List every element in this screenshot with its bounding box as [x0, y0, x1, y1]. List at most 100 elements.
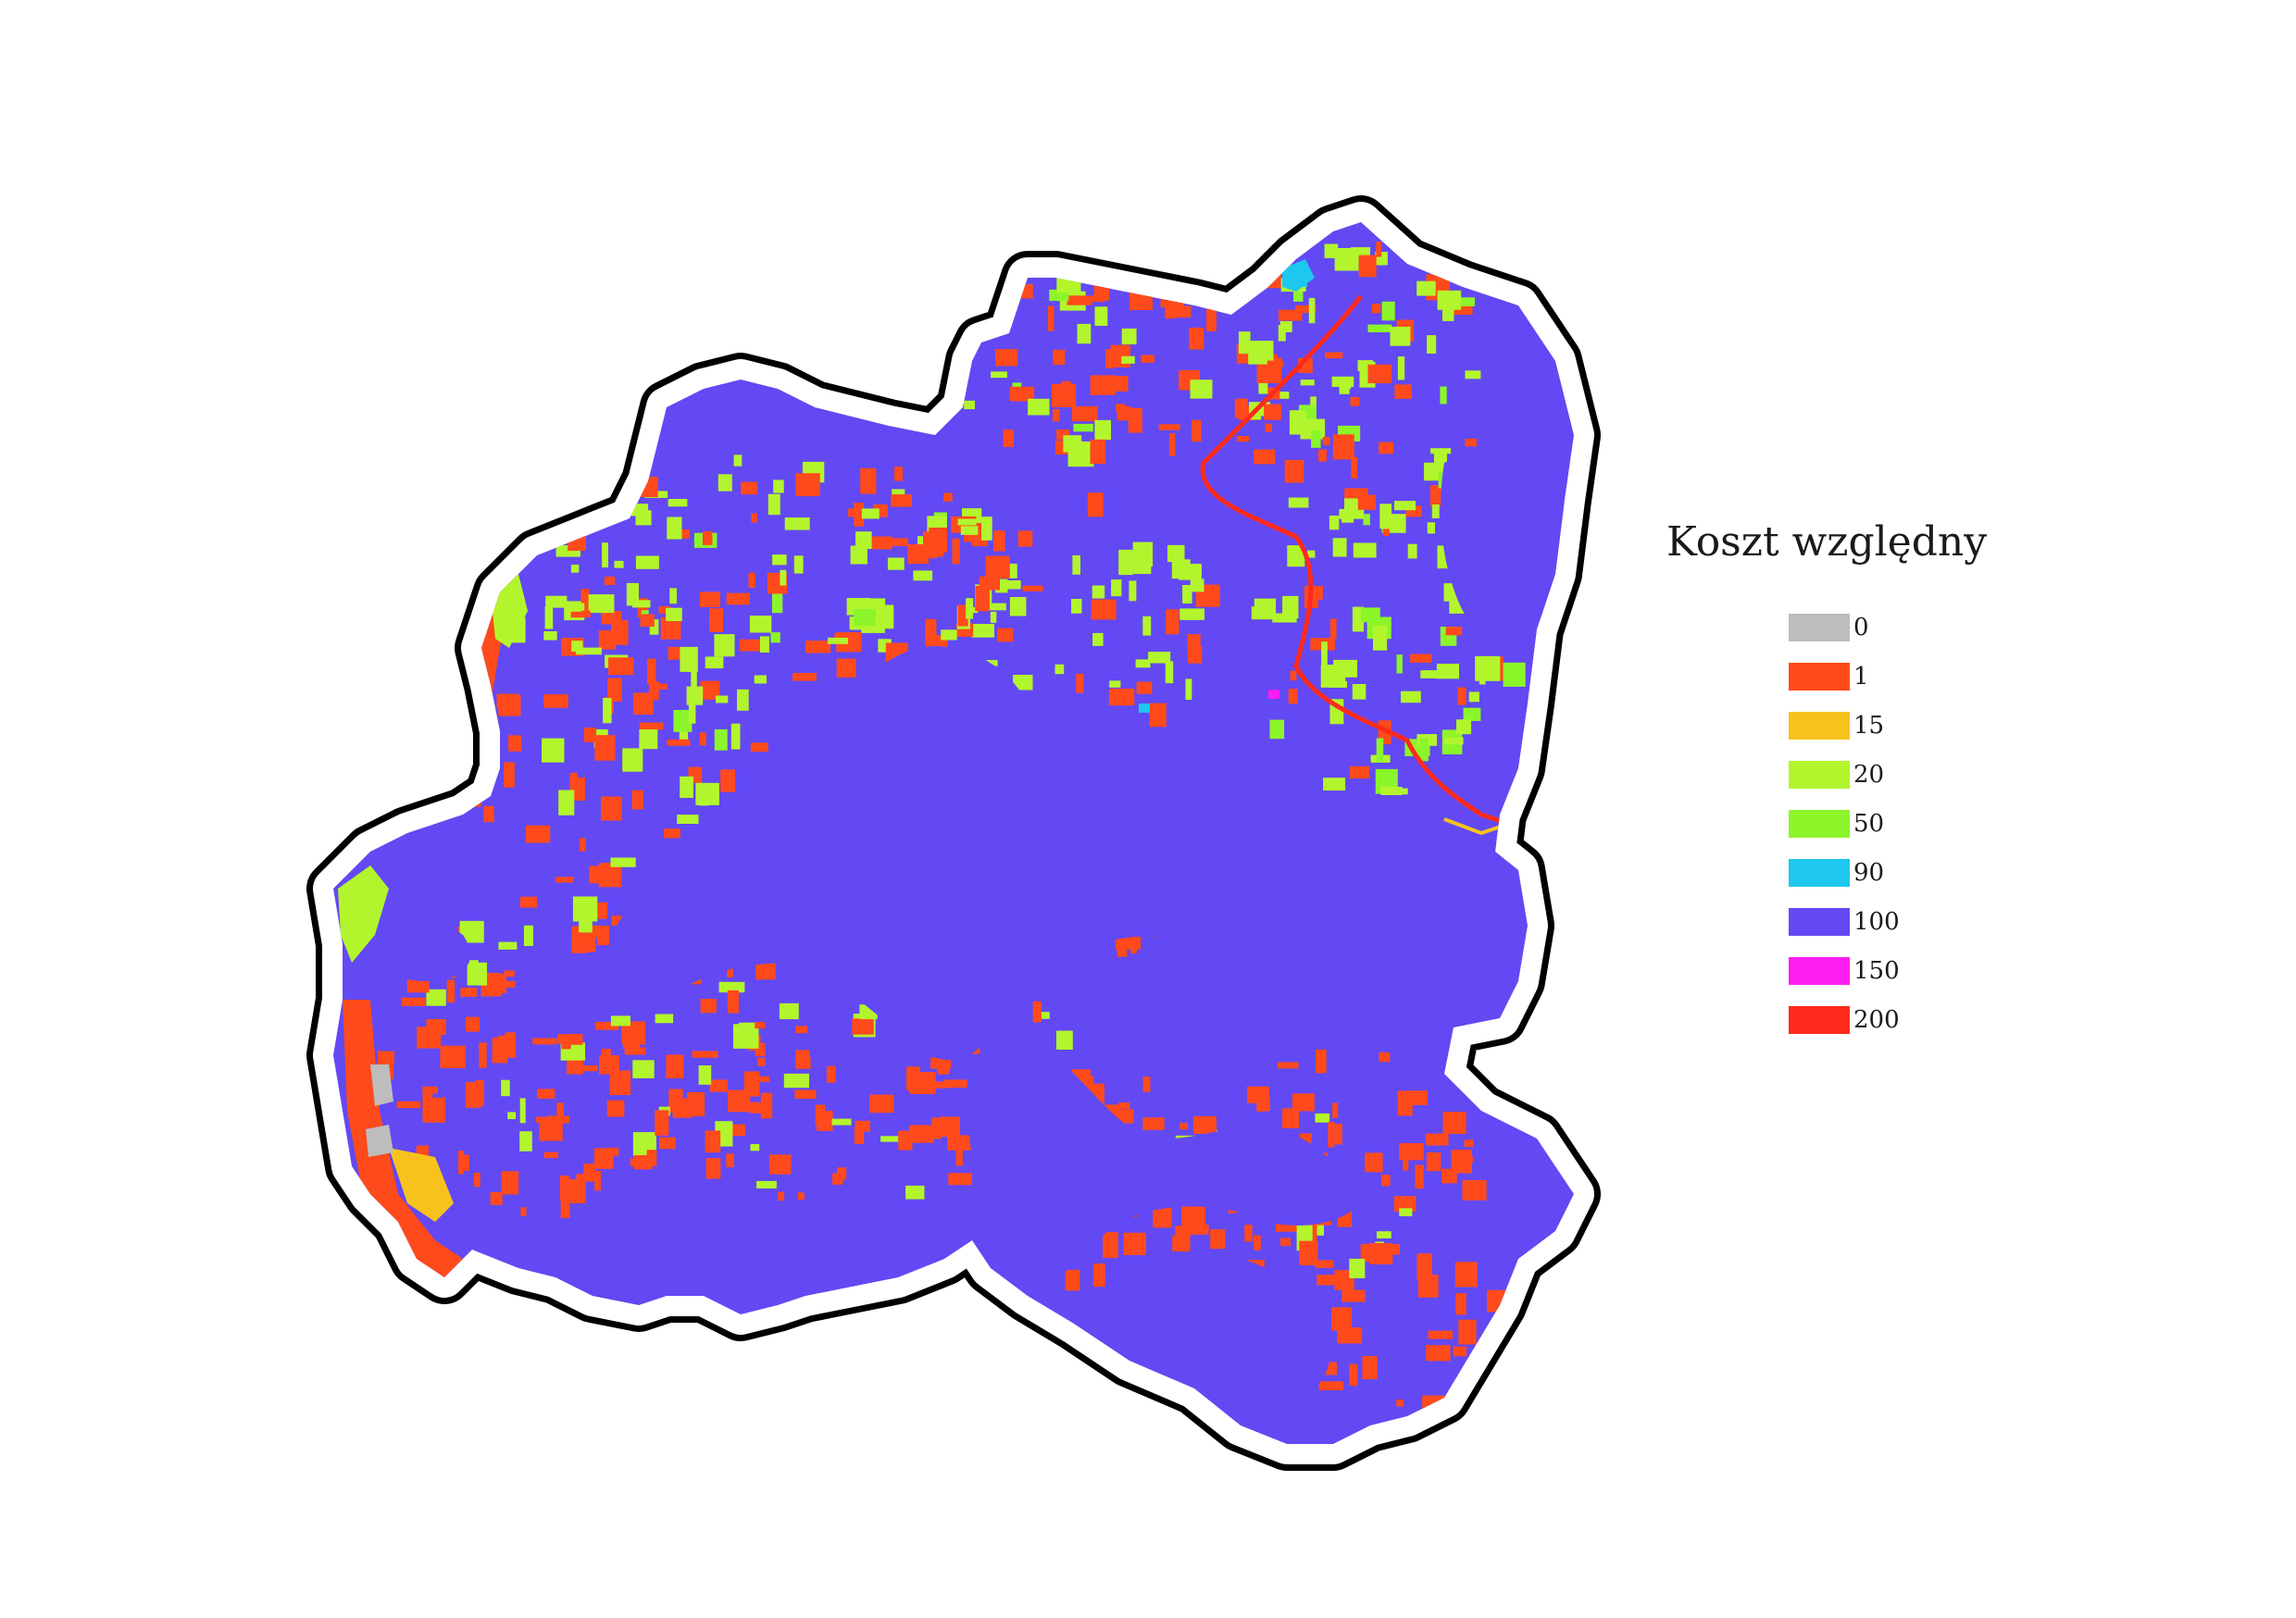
raster-patch-class-20 [1063, 435, 1082, 453]
raster-patch-class-20 [705, 656, 724, 669]
raster-patch-class-20 [679, 723, 689, 743]
raster-patch-class-50 [1463, 707, 1481, 721]
raster-patch-class-20 [1373, 625, 1388, 651]
legend-item: 1 [1789, 652, 2000, 701]
raster-patch-class-1 [860, 467, 877, 494]
raster-patch-class-1 [1254, 449, 1276, 465]
raster-patch-class-1 [1455, 1293, 1466, 1315]
raster-patch-class-1 [1032, 1001, 1042, 1023]
raster-patch-class-1 [1076, 673, 1084, 693]
raster-patch-class-1 [1288, 689, 1298, 704]
raster-patch-class-20 [730, 723, 741, 750]
raster-patch-class-1 [1280, 1238, 1291, 1247]
raster-patch-class-1 [751, 513, 757, 523]
fringe-gray-west-2 [366, 1125, 393, 1157]
raster-patch-class-20 [718, 981, 745, 993]
raster-patch-class-1 [1117, 940, 1128, 957]
raster-patch-class-20 [1323, 778, 1346, 790]
raster-patch-class-20 [960, 526, 979, 535]
raster-patch-class-1 [1276, 1221, 1295, 1231]
raster-patch-class-1 [1371, 304, 1381, 314]
raster-patch-class-20 [917, 536, 924, 552]
raster-patch-class-20 [987, 603, 1006, 611]
raster-patch-class-20 [1349, 1258, 1366, 1278]
raster-patch-class-1 [1318, 449, 1327, 462]
raster-patch-class-1 [947, 1135, 972, 1151]
raster-patch-class-20 [1300, 380, 1315, 386]
raster-patch-class-20 [999, 580, 1021, 590]
raster-patch-class-20 [855, 531, 872, 549]
raster-patch-class-20 [603, 698, 612, 724]
raster-patch-class-1 [1191, 419, 1202, 442]
raster-patch-class-20 [784, 517, 810, 530]
legend-item: 0 [1789, 603, 2000, 652]
raster-patch-class-20 [1190, 579, 1204, 592]
raster-patch-class-20 [545, 595, 568, 608]
raster-patch-class-1 [667, 739, 691, 746]
raster-patch-class-1 [1367, 364, 1392, 384]
raster-patch-class-1 [1090, 375, 1116, 395]
raster-patch-class-1 [757, 1057, 766, 1066]
raster-patch-class-1 [854, 503, 865, 527]
raster-patch-class-1 [1158, 424, 1180, 430]
raster-patch-class-1 [1192, 1115, 1217, 1134]
raster-patch-class-1 [709, 1079, 728, 1092]
raster-patch-class-20 [1320, 665, 1346, 688]
raster-patch-class-1 [1142, 1077, 1151, 1092]
raster-patch-class-1 [1265, 423, 1273, 432]
legend-label: 90 [1853, 858, 1885, 887]
legend-swatch [1789, 760, 1850, 789]
raster-patch-class-1 [1393, 1196, 1416, 1212]
raster-patch-class-1 [564, 1034, 583, 1045]
raster-patch-class-1 [743, 1071, 760, 1097]
raster-patch-class-1 [1316, 1275, 1339, 1286]
raster-patch-class-1 [1118, 1102, 1130, 1109]
raster-patch-class-1 [1349, 765, 1370, 778]
raster-patch-class-20 [1357, 360, 1374, 371]
raster-patch-class-1 [1181, 1202, 1205, 1228]
raster-patch-class-50 [1503, 662, 1526, 687]
legend-title: Koszt względny [1666, 518, 1988, 566]
raster-patch-class-1 [668, 1089, 683, 1114]
raster-patch-class-20 [783, 1073, 809, 1089]
raster-patch-class-20 [934, 330, 941, 349]
raster-patch-class-1 [925, 618, 937, 643]
raster-patch-class-1 [848, 508, 857, 517]
raster-patch-class-1 [1284, 459, 1304, 483]
raster-patch-class-1 [907, 544, 929, 564]
raster-patch-class-20 [1444, 737, 1464, 745]
raster-patch-class-20 [981, 517, 992, 541]
raster-patch-class-1 [584, 728, 596, 742]
raster-patch-class-20 [991, 371, 1007, 379]
raster-patch-class-1 [1334, 1124, 1342, 1145]
raster-patch-class-20 [1282, 595, 1299, 619]
raster-patch-class-20 [1121, 355, 1135, 364]
raster-patch-class-20 [1315, 1113, 1330, 1123]
raster-patch-class-1 [855, 1126, 865, 1144]
raster-patch-class-1 [1410, 653, 1432, 663]
raster-patch-class-1 [606, 1100, 625, 1117]
raster-patch-class-1 [570, 777, 585, 801]
raster-patch-class-1 [520, 1207, 527, 1216]
raster-patch-class-1 [570, 610, 591, 618]
raster-patch-class-20 [1288, 497, 1309, 508]
raster-patch-class-1 [795, 1026, 808, 1034]
raster-patch-class-1 [1337, 1327, 1363, 1344]
raster-patch-class-1 [1149, 703, 1167, 728]
raster-patch-class-1 [955, 1148, 963, 1166]
legend-item: 15 [1789, 701, 2000, 750]
raster-patch-class-20 [455, 726, 475, 735]
raster-patch-class-1 [1009, 386, 1035, 402]
raster-patch-class-1 [416, 1145, 429, 1156]
raster-patch-class-50 [1269, 719, 1285, 740]
raster-patch-class-50 [1073, 423, 1093, 432]
raster-patch-class-1 [446, 979, 455, 1003]
raster-patch-class-20 [1465, 370, 1481, 380]
raster-patch-class-20 [880, 1136, 899, 1142]
raster-patch-class-1 [1426, 1133, 1449, 1146]
raster-patch-class-1 [576, 1174, 585, 1186]
raster-patch-class-1 [1394, 384, 1412, 399]
raster-patch-class-1 [797, 1192, 805, 1201]
raster-patch-class-20 [669, 588, 677, 604]
raster-patch-class-20 [1332, 538, 1347, 557]
